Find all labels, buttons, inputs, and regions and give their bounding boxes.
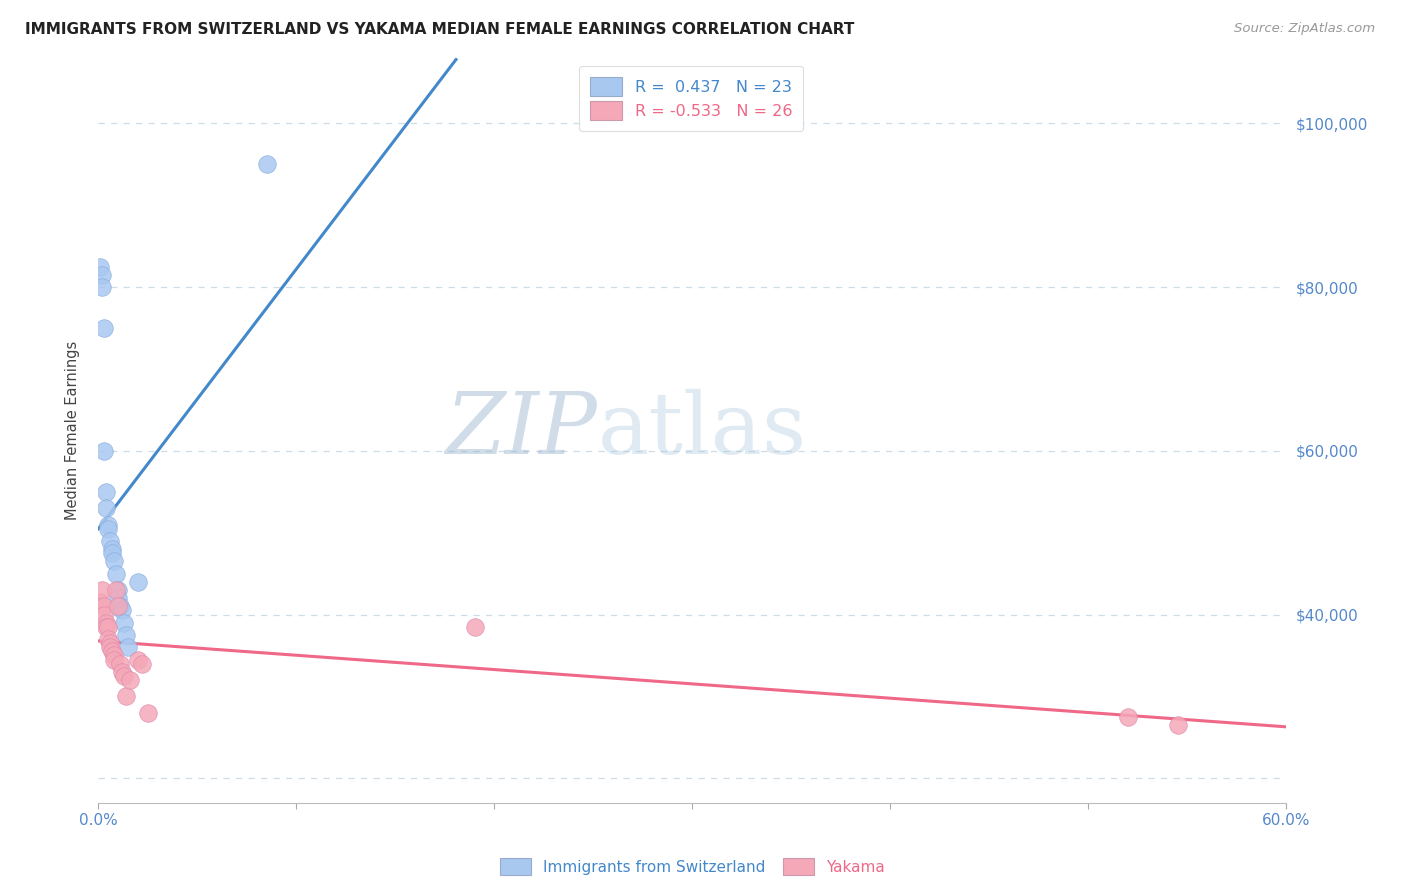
Y-axis label: Median Female Earnings: Median Female Earnings	[65, 341, 80, 520]
Point	[96, 484, 118, 499]
Point	[127, 574, 149, 589]
Point	[101, 542, 124, 557]
Point	[97, 517, 120, 532]
Legend: Immigrants from Switzerland, Yakama: Immigrants from Switzerland, Yakama	[491, 848, 894, 885]
Point	[97, 632, 120, 646]
Point	[93, 599, 115, 614]
Point	[91, 582, 114, 597]
Point	[93, 443, 115, 458]
Point	[103, 648, 125, 663]
Point	[107, 582, 129, 597]
Point	[91, 268, 114, 282]
Point	[105, 582, 128, 597]
Point	[98, 533, 121, 548]
Point	[112, 615, 135, 630]
Point	[108, 599, 131, 614]
Text: atlas: atlas	[598, 389, 807, 472]
Point	[115, 690, 138, 704]
Point	[1167, 718, 1189, 732]
Point	[103, 554, 125, 568]
Text: Source: ZipAtlas.com: Source: ZipAtlas.com	[1234, 22, 1375, 36]
Point	[96, 620, 118, 634]
Point	[112, 669, 135, 683]
Point	[107, 599, 129, 614]
Point	[117, 640, 139, 655]
Point	[127, 652, 149, 666]
Point	[97, 620, 120, 634]
Point	[111, 603, 134, 617]
Point	[97, 522, 120, 536]
Point	[108, 657, 131, 671]
Point	[1116, 710, 1139, 724]
Point	[120, 673, 142, 687]
Point	[101, 644, 124, 658]
Point	[91, 280, 114, 294]
Point	[111, 665, 134, 679]
Point	[93, 607, 115, 622]
Point	[96, 615, 118, 630]
Point	[89, 595, 111, 609]
Point	[98, 640, 121, 655]
Point	[107, 591, 129, 606]
Text: ZIP: ZIP	[446, 389, 598, 472]
Text: IMMIGRANTS FROM SWITZERLAND VS YAKAMA MEDIAN FEMALE EARNINGS CORRELATION CHART: IMMIGRANTS FROM SWITZERLAND VS YAKAMA ME…	[25, 22, 855, 37]
Point	[115, 628, 138, 642]
Point	[93, 321, 115, 335]
Point	[464, 620, 486, 634]
Point	[96, 501, 118, 516]
Point	[89, 260, 111, 274]
Point	[98, 636, 121, 650]
Point	[101, 546, 124, 560]
Point	[136, 706, 159, 720]
Point	[131, 657, 153, 671]
Point	[103, 652, 125, 666]
Point	[256, 157, 278, 171]
Point	[105, 566, 128, 581]
